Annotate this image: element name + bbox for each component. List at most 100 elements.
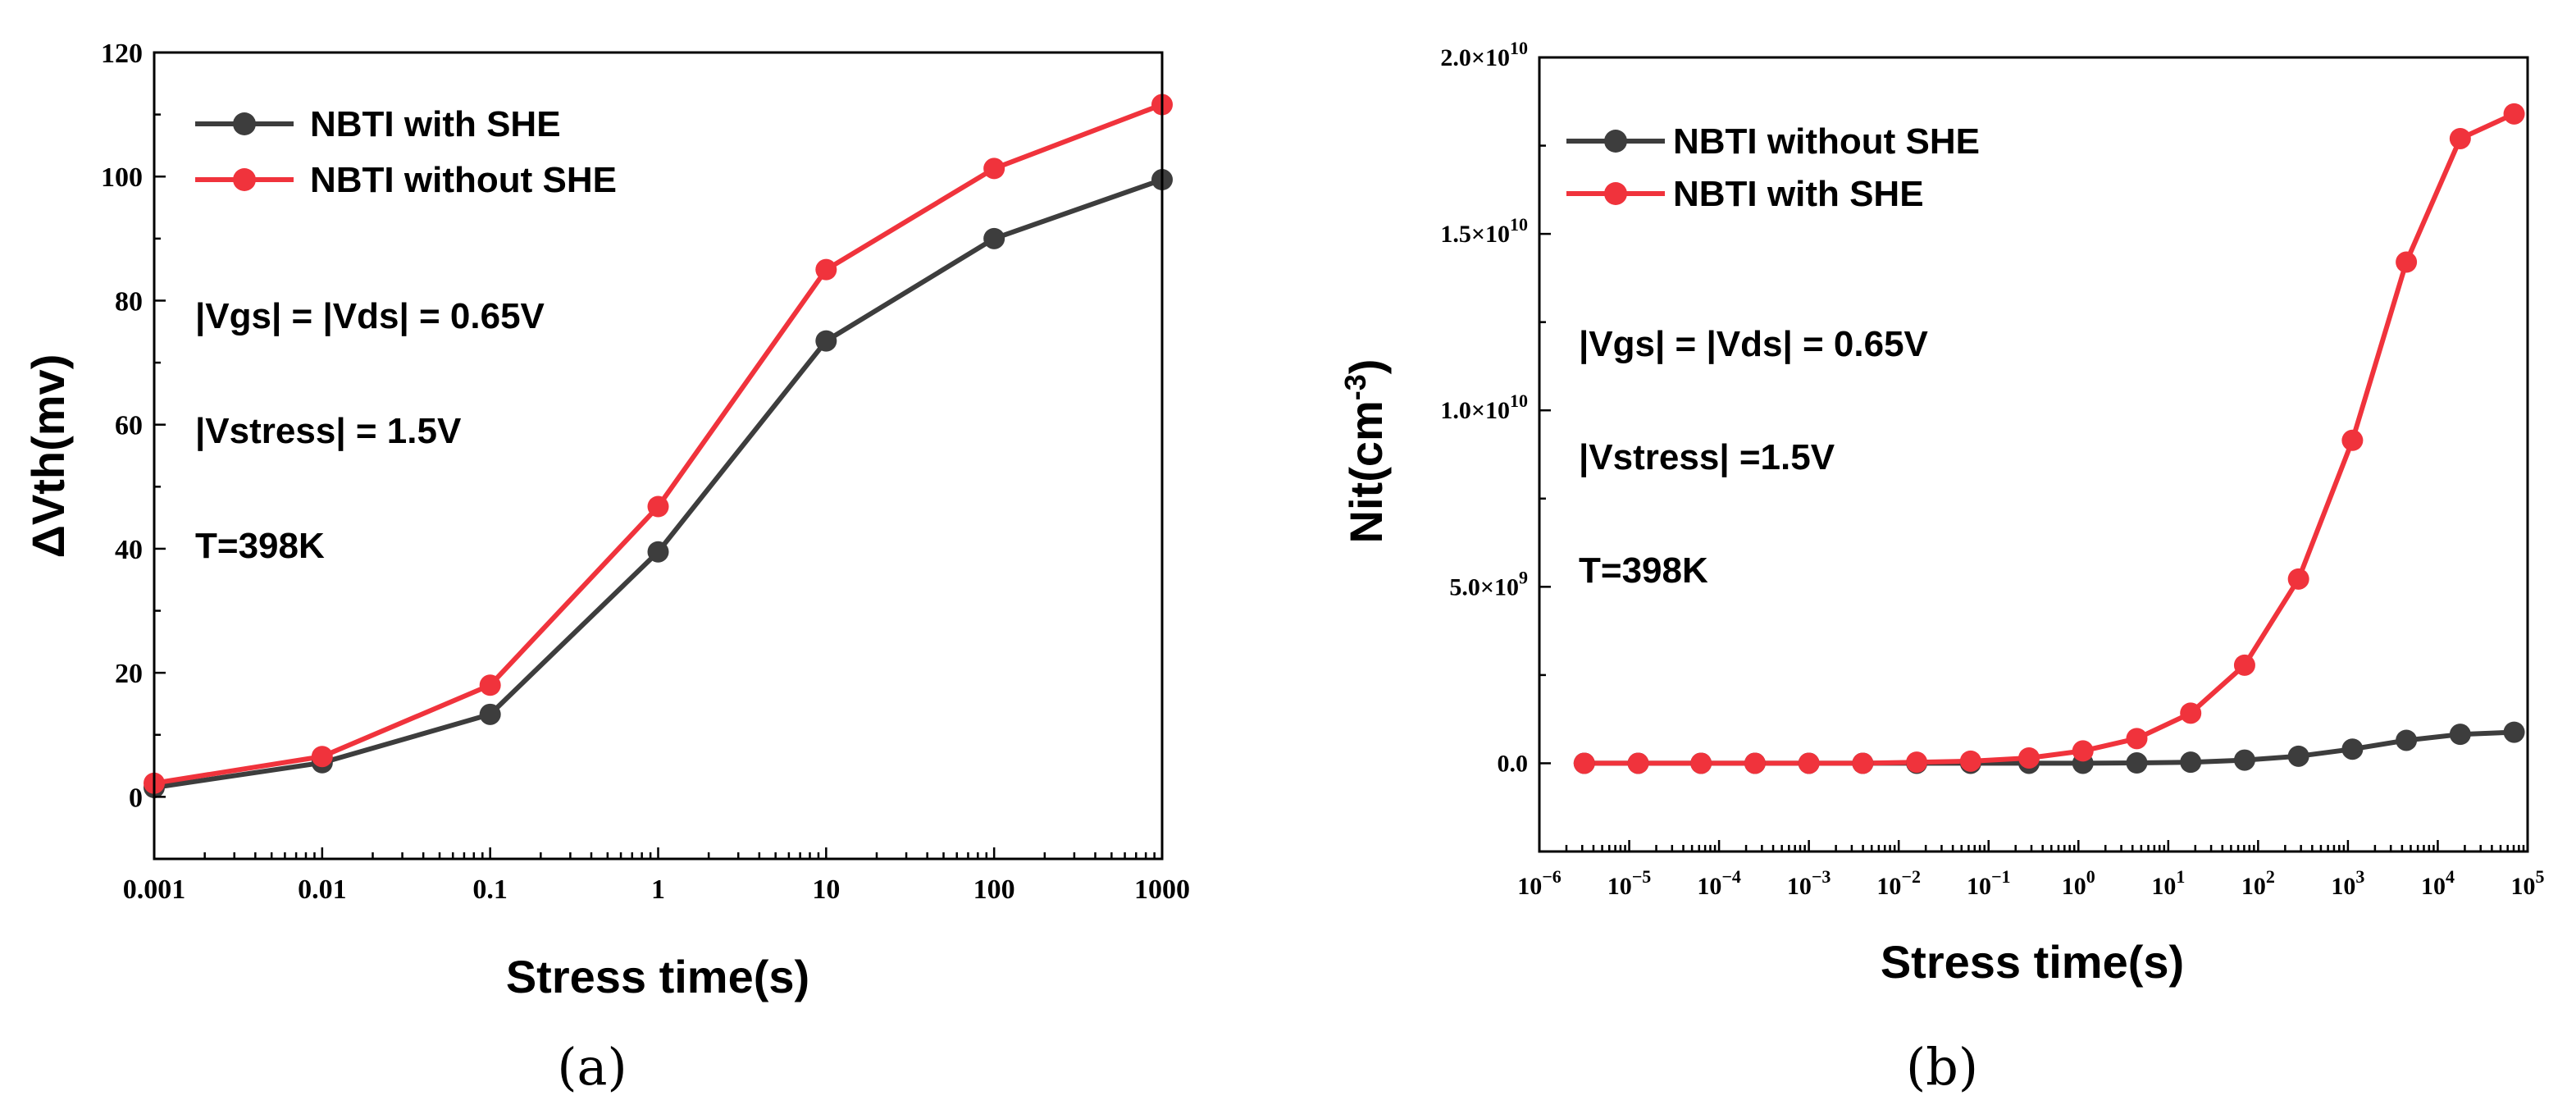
panel-b-series-0-point — [2233, 749, 2255, 771]
panel-b-x-axis-title: Stress time(s) — [1881, 936, 2184, 988]
panel-b-series-1-point — [1627, 752, 1649, 774]
panel-a-series-1-point — [311, 746, 333, 768]
panel-b-series-1-point — [2018, 746, 2040, 769]
panel-b-x-tick-base: 10 — [1517, 873, 1542, 900]
panel-b-series-1-point — [2449, 127, 2471, 149]
panel-b-x-tick-label: 10−5 — [1607, 866, 1652, 900]
panel-b-x-tick-label: 101 — [2151, 866, 2185, 900]
panel-b-x-tick-exponent: 1 — [2176, 866, 2185, 887]
panel-a-series-1-point — [815, 258, 837, 281]
panel-b-data-marks — [1573, 103, 2525, 774]
panel-a-x-tick-label: 100 — [973, 874, 1015, 905]
panel-b-y-tick-label: 1.0×1010 — [1440, 390, 1528, 424]
panel-b-x-tick-exponent: −2 — [1901, 866, 1921, 887]
panel-a-series-0-point — [815, 330, 837, 352]
panel-b-x-tick-label: 10−4 — [1697, 866, 1741, 900]
panel-b-x-tick-label: 102 — [2241, 866, 2275, 900]
panel-b-x-tick-exponent: −5 — [1632, 866, 1652, 887]
panel-b-x-tick-label: 10−1 — [1967, 866, 2011, 900]
panel-a-y-tick-label: 100 — [101, 162, 143, 193]
panel-b-x-tick-base: 10 — [1967, 873, 1991, 900]
panel-b-x-tick-label: 10−6 — [1517, 866, 1562, 900]
panel-b-x-tick-exponent: 2 — [2266, 866, 2275, 887]
panel-b-x-tick-base: 10 — [1607, 873, 1632, 900]
panel-a-y-ticks: 0 20 40 60 80 100 120 — [101, 39, 166, 861]
panel-b-series-1-point — [2396, 251, 2418, 273]
panel-b-x-tick-label: 105 — [2511, 866, 2545, 900]
panel-b-x-tick-label: 10−2 — [1876, 866, 1921, 900]
panel-b-x-tick-exponent: −4 — [1721, 866, 1741, 887]
panel-a-x-tick-label: 10 — [812, 874, 840, 905]
panel-b-series-0-point — [2180, 751, 2202, 774]
panel-b-x-tick-label: 104 — [2421, 866, 2455, 900]
panel-b-x-tick-base: 10 — [2331, 873, 2355, 900]
panel-b-y-tick-exponent: 10 — [1510, 390, 1528, 411]
panel-b-x-tick-base: 10 — [1876, 873, 1901, 900]
panel-a-y-tick-label: 120 — [101, 39, 143, 69]
panel-a-legend-label-0: NBTI with SHE — [310, 104, 561, 144]
panel-b-label: (b) — [1906, 1037, 1978, 1097]
panel-a-x-ticks: 0.001 0.01 0.1 1 10 100 1000 — [123, 847, 1190, 905]
panel-b-series-1-point — [2503, 103, 2525, 125]
panel-a-series-1-point — [479, 674, 501, 696]
panel-b-plot-frame — [1538, 56, 2529, 853]
panel-b-x-tick-exponent: −1 — [1991, 866, 2011, 887]
panel-b-y-tick-exponent: 10 — [1510, 38, 1528, 58]
panel-b-series-1-point — [1573, 752, 1595, 774]
panel-a-y-tick-label: 40 — [115, 535, 143, 565]
panel-a-series-0-point — [647, 541, 669, 563]
panel-b-series-0-point — [2503, 721, 2525, 743]
panel-b-series-line-0 — [1581, 729, 2517, 766]
panel-a-annotation-stress: |Vstress| = 1.5V — [195, 411, 462, 452]
panel-a-series-1-point — [983, 158, 1005, 180]
panel-b-series-1-point — [1906, 751, 1928, 774]
panel-a-annotation-voltage: |Vgs| = |Vds| = 0.65V — [195, 296, 545, 337]
panel-a-series-0-point — [479, 703, 501, 725]
panel-b-series-1-point — [1690, 752, 1712, 774]
panel-b-annotation-stress: |Vstress| =1.5V — [1579, 437, 1835, 478]
panel-b-series-1-point — [1959, 750, 1981, 772]
panel-b-series-0-point — [2287, 745, 2309, 767]
panel-b-x-tick-base: 10 — [2241, 873, 2266, 900]
panel-b-series-0-point — [2396, 729, 2418, 751]
panel-b-y-axis-title: Nit(cm-3) — [1338, 359, 1392, 544]
panel-b-x-tick-base: 10 — [1697, 873, 1721, 900]
panel-b-y-axis-title-end: ) — [1340, 359, 1392, 375]
panel-a-legend-marker-1 — [233, 168, 256, 191]
panel-a-x-axis-title: Stress time(s) — [506, 951, 809, 1002]
panel-b-series-1-point — [2287, 568, 2309, 590]
panel-a-label: (a) — [557, 1037, 627, 1097]
panel-b-annotation-voltage: |Vgs| = |Vds| = 0.65V — [1579, 324, 1929, 365]
panel-a-y-tick-label: 0 — [129, 783, 143, 813]
panel-b-series-1-point — [2126, 728, 2148, 750]
panel-b-x-tick-exponent: 4 — [2446, 866, 2455, 887]
panel-b-legend-label-0: NBTI without SHE — [1673, 121, 1980, 162]
panel-b-series-1-point — [1744, 752, 1766, 774]
panel-b-y-tick-mantissa: 2.0×10 — [1440, 44, 1510, 71]
panel-b-x-tick-label: 103 — [2331, 866, 2364, 900]
panel-b-y-tick-label: 5.0×109 — [1449, 567, 1528, 600]
panel-b-legend: NBTI without SHE NBTI with SHE — [1566, 121, 1980, 214]
panel-b-y-tick-mantissa: 1.0×10 — [1440, 397, 1510, 424]
panel-a: 0 20 40 60 80 100 120 0.001 0.01 0.1 1 10 100 1000 S… — [22, 39, 1190, 1097]
panel-b-x-tick-exponent: 3 — [2355, 866, 2364, 887]
panel-b-y-axis-title-main: Nit(cm — [1340, 400, 1392, 543]
panel-b-series-1-point — [2341, 429, 2364, 451]
panel-a-plot-frame — [153, 51, 1164, 861]
panel-b-y-tick-mantissa: 5.0×10 — [1449, 573, 1519, 600]
panel-b-series-1-point — [2072, 740, 2094, 762]
panel-a-legend: NBTI with SHE NBTI without SHE — [195, 104, 617, 200]
panel-b-x-tick-base: 10 — [1787, 873, 1812, 900]
panel-b-series-0-point — [2126, 752, 2148, 774]
panel-b-x-tick-exponent: 5 — [2536, 866, 2545, 887]
panel-a-x-tick-label: 1000 — [1134, 874, 1190, 905]
panel-b-series-1-point — [1852, 752, 1874, 774]
panel-b-legend-marker-1 — [1604, 182, 1627, 205]
panel-b-x-tick-exponent: 0 — [2086, 866, 2095, 887]
panel-b-x-ticks: 10−6 10−5 10−4 10−3 10−2 10−1 100 101 102 103 104 1… — [1517, 840, 2545, 900]
panel-a-y-tick-label: 20 — [115, 659, 143, 689]
panel-a-x-tick-label: 0.1 — [472, 874, 508, 905]
panel-b-x-tick-exponent: −3 — [1812, 866, 1831, 887]
